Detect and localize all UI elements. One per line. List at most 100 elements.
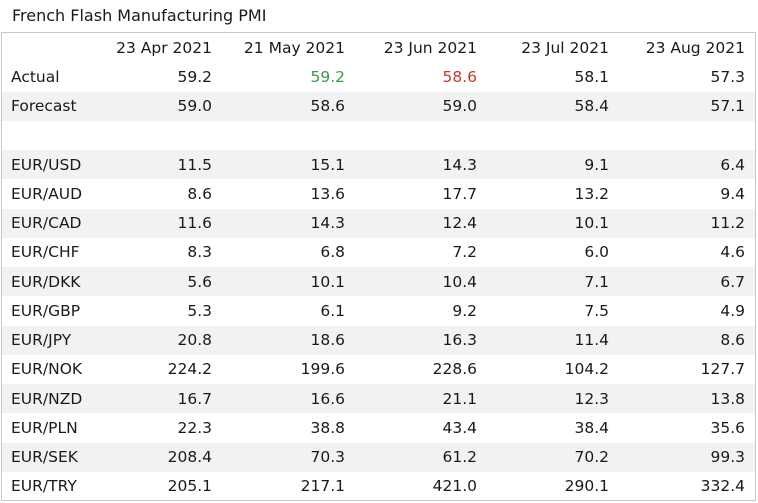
value-cell: 20.8 bbox=[92, 325, 222, 355]
header-row: 23 Apr 2021 21 May 2021 23 Jun 2021 23 J… bbox=[2, 33, 755, 62]
table-row: EUR/TRY 205.1 217.1 421.0 290.1 332.4 bbox=[2, 472, 755, 501]
value-cell: 38.8 bbox=[310, 418, 345, 437]
value-cell: 9.2 bbox=[452, 301, 477, 320]
row-label: EUR/NZD bbox=[2, 384, 92, 414]
value-cell: 11.4 bbox=[487, 325, 619, 355]
header-cell-date: 21 May 2021 bbox=[243, 38, 345, 57]
value-cell: 104.2 bbox=[564, 360, 609, 379]
value-cell: 61.2 bbox=[355, 442, 487, 472]
value-cell: 6.4 bbox=[619, 150, 755, 180]
value-cell: 99.3 bbox=[619, 442, 755, 472]
header-cell-label bbox=[2, 33, 92, 62]
value-cell: 205.1 bbox=[167, 477, 212, 496]
row-label: EUR/DKK bbox=[2, 267, 92, 297]
value-cell: 58.6 bbox=[222, 91, 355, 121]
row-label: EUR/CAD bbox=[2, 208, 92, 238]
value-cell: 59.0 bbox=[92, 91, 222, 121]
value-cell: 14.3 bbox=[222, 208, 355, 238]
value-cell: 6.0 bbox=[584, 243, 609, 262]
value-cell: 7.1 bbox=[487, 267, 619, 297]
header-cell-date: 23 Aug 2021 bbox=[645, 38, 745, 57]
value-cell: 7.2 bbox=[452, 243, 477, 262]
value-cell: 21.1 bbox=[355, 384, 487, 414]
row-label: Forecast bbox=[2, 91, 92, 121]
value-cell: 208.4 bbox=[92, 442, 222, 472]
value-cell: 13.2 bbox=[574, 184, 609, 203]
table-row: EUR/JPY 20.8 18.6 16.3 11.4 8.6 bbox=[2, 325, 755, 355]
value-cell bbox=[92, 121, 222, 150]
value-cell: 6.8 bbox=[320, 243, 345, 262]
table-body: Actual 59.2 59.2 58.6 58.1 57.3 Forecast 59.0 58… bbox=[2, 62, 755, 501]
value-cell: 12.4 bbox=[355, 208, 487, 238]
table-row: EUR/USD 11.5 15.1 14.3 9.1 6.4 bbox=[2, 150, 755, 180]
value-cell: 12.3 bbox=[487, 384, 619, 414]
value-cell: 58.6 bbox=[442, 67, 477, 86]
value-cell: 127.7 bbox=[700, 360, 745, 379]
table-row: EUR/NZD 16.7 16.6 21.1 12.3 13.8 bbox=[2, 384, 755, 414]
value-cell: 43.4 bbox=[442, 418, 477, 437]
value-cell: 13.6 bbox=[310, 184, 345, 203]
value-cell: 6.7 bbox=[619, 267, 755, 297]
value-cell: 332.4 bbox=[700, 477, 745, 496]
table-row bbox=[2, 121, 755, 150]
value-cell: 10.1 bbox=[487, 208, 619, 238]
value-cell: 18.6 bbox=[222, 325, 355, 355]
table-frame bbox=[1, 32, 756, 501]
pmi-table: 23 Apr 2021 21 May 2021 23 Jun 2021 23 J… bbox=[2, 33, 755, 501]
row-label: EUR/TRY bbox=[11, 477, 77, 496]
value-cell: 9.4 bbox=[720, 184, 745, 203]
table-row: EUR/AUD 8.6 13.6 17.7 13.2 9.4 bbox=[2, 179, 755, 208]
value-cell bbox=[619, 121, 755, 150]
value-cell: 35.6 bbox=[710, 418, 745, 437]
value-cell: 7.5 bbox=[584, 301, 609, 320]
value-cell: 9.1 bbox=[487, 150, 619, 180]
header-cell-date: 23 Jul 2021 bbox=[521, 38, 609, 57]
value-cell: 59.0 bbox=[355, 91, 487, 121]
value-cell: 70.2 bbox=[487, 442, 619, 472]
value-cell: 199.6 bbox=[300, 360, 345, 379]
value-cell: 15.1 bbox=[222, 150, 355, 180]
value-cell: 224.2 bbox=[167, 360, 212, 379]
value-cell: 16.6 bbox=[222, 384, 355, 414]
value-cell: 4.6 bbox=[720, 243, 745, 262]
row-label: EUR/JPY bbox=[2, 325, 92, 355]
value-cell: 59.2 bbox=[310, 67, 345, 86]
table-row: EUR/CHF 8.3 6.8 7.2 6.0 4.6 bbox=[2, 238, 755, 267]
value-cell: 6.1 bbox=[320, 301, 345, 320]
value-cell: 17.7 bbox=[442, 184, 477, 203]
value-cell: 58.4 bbox=[487, 91, 619, 121]
row-label: Actual bbox=[11, 67, 60, 86]
row-label: EUR/CHF bbox=[11, 243, 80, 262]
table-row: EUR/NOK 224.2 199.6 228.6 104.2 127.7 bbox=[2, 355, 755, 384]
value-cell: 59.2 bbox=[177, 67, 212, 86]
table-row: Actual 59.2 59.2 58.6 58.1 57.3 bbox=[2, 62, 755, 91]
value-cell: 38.4 bbox=[574, 418, 609, 437]
value-cell: 11.5 bbox=[92, 150, 222, 180]
value-cell: 8.6 bbox=[619, 325, 755, 355]
value-cell: 8.3 bbox=[187, 243, 212, 262]
table-title: French Flash Manufacturing PMI bbox=[12, 6, 267, 25]
value-cell: 11.6 bbox=[92, 208, 222, 238]
table-row: EUR/GBP 5.3 6.1 9.2 7.5 4.9 bbox=[2, 296, 755, 325]
value-cell: 421.0 bbox=[432, 477, 477, 496]
row-label: EUR/AUD bbox=[11, 184, 83, 203]
value-cell: 14.3 bbox=[355, 150, 487, 180]
value-cell: 8.6 bbox=[187, 184, 212, 203]
row-label: EUR/PLN bbox=[11, 418, 78, 437]
value-cell: 290.1 bbox=[564, 477, 609, 496]
value-cell: 22.3 bbox=[177, 418, 212, 437]
value-cell: 217.1 bbox=[300, 477, 345, 496]
value-cell: 58.1 bbox=[574, 67, 609, 86]
value-cell: 13.8 bbox=[619, 384, 755, 414]
value-cell bbox=[487, 121, 619, 150]
table-row: EUR/PLN 22.3 38.8 43.4 38.4 35.6 bbox=[2, 413, 755, 442]
value-cell: 16.7 bbox=[92, 384, 222, 414]
value-cell: 10.4 bbox=[355, 267, 487, 297]
value-cell: 16.3 bbox=[355, 325, 487, 355]
value-cell: 5.3 bbox=[187, 301, 212, 320]
value-cell: 11.2 bbox=[619, 208, 755, 238]
value-cell: 57.1 bbox=[619, 91, 755, 121]
value-cell: 10.1 bbox=[222, 267, 355, 297]
table-row: EUR/SEK 208.4 70.3 61.2 70.2 99.3 bbox=[2, 442, 755, 472]
